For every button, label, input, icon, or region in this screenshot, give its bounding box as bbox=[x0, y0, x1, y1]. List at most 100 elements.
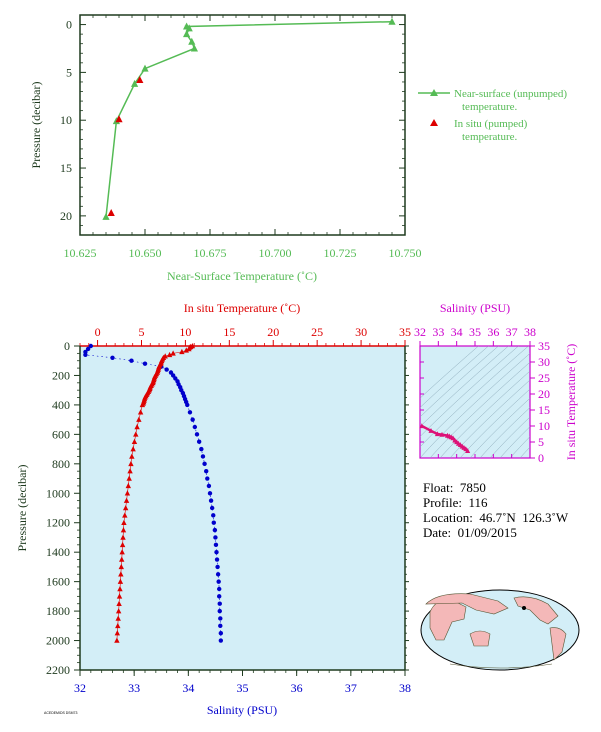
temperature-point bbox=[119, 549, 125, 555]
ts-sal-tick-label: 36 bbox=[487, 325, 499, 339]
salinity-point bbox=[206, 483, 212, 489]
density-contour bbox=[420, 346, 499, 418]
pumped-point bbox=[115, 115, 123, 123]
temperature-point bbox=[126, 475, 132, 481]
salinity-point bbox=[215, 564, 220, 570]
ts-point bbox=[465, 448, 471, 454]
date-row: Date: 01/09/2015 bbox=[423, 525, 568, 540]
temperature-point bbox=[134, 424, 140, 430]
legend-pumped-marker bbox=[430, 119, 438, 126]
salinity-point bbox=[204, 468, 209, 474]
salinity-point bbox=[209, 505, 215, 511]
temperature-point bbox=[170, 350, 176, 356]
temperature-point bbox=[114, 637, 120, 643]
salinity-point bbox=[213, 542, 219, 548]
temperature-point bbox=[120, 527, 127, 533]
ts-temp-tick-label: 25 bbox=[538, 371, 550, 385]
unpumped-point bbox=[185, 24, 193, 32]
float-label: Float: bbox=[423, 480, 454, 495]
ts-sal-tick-label: 32 bbox=[414, 325, 426, 339]
world-map bbox=[420, 589, 580, 671]
temperature-point bbox=[118, 563, 124, 570]
temperature-point bbox=[137, 409, 144, 415]
salinity-point bbox=[211, 513, 216, 518]
salinity-point bbox=[164, 367, 169, 372]
temperature-point bbox=[117, 578, 124, 584]
salinity-point bbox=[83, 352, 88, 358]
density-contour bbox=[420, 346, 489, 408]
density-contour bbox=[509, 436, 530, 458]
temperature-point bbox=[136, 416, 142, 422]
temperature-point bbox=[115, 615, 121, 621]
map-land-north-america bbox=[513, 596, 559, 625]
temp-tick-label: 20 bbox=[267, 325, 279, 339]
ts-temp-tick-label: 0 bbox=[538, 451, 544, 465]
legend-unpumped-marker bbox=[430, 89, 438, 96]
ts-point bbox=[439, 431, 445, 437]
salinity-point bbox=[207, 491, 213, 496]
ts-series bbox=[419, 423, 471, 454]
pumped-point bbox=[136, 76, 144, 84]
pres-tick-label: 800 bbox=[52, 457, 70, 471]
pres-tick-label: 1200 bbox=[46, 516, 70, 530]
pres-tick-label: 2000 bbox=[46, 634, 70, 648]
ts-temp-tick-label: 5 bbox=[538, 435, 544, 449]
ts-point bbox=[419, 423, 425, 429]
density-contour bbox=[420, 353, 530, 458]
temperature-point bbox=[186, 345, 192, 352]
temperature-point bbox=[139, 401, 146, 408]
salinity-point bbox=[208, 498, 214, 503]
pres-tick-label: 1400 bbox=[46, 545, 70, 559]
temperature-point bbox=[116, 593, 123, 599]
ts-point bbox=[434, 431, 440, 437]
ts-temp-tick-label: 20 bbox=[538, 387, 550, 401]
ts-sal-tick-label: 34 bbox=[451, 325, 463, 339]
salinity-point bbox=[202, 461, 207, 467]
profile-pressure-label: Pressure (decibar) bbox=[15, 465, 29, 552]
ts-temp-tick-label: 30 bbox=[538, 355, 550, 369]
sal-tick-label: 35 bbox=[237, 681, 249, 695]
profile-ticks: 0 5 10 15 20 25 30 35 32 33 34 35 36 37 38 0 200 400 600 80… bbox=[46, 325, 411, 695]
salinity-line bbox=[85, 345, 222, 641]
profile-row: Profile: 116 bbox=[423, 495, 568, 510]
unpumped-point bbox=[131, 79, 139, 87]
location-label: Location: bbox=[423, 510, 473, 525]
salinity-point bbox=[85, 346, 91, 352]
sal-tick-label: 32 bbox=[74, 681, 86, 695]
temperature-point bbox=[120, 534, 126, 540]
salinity-point bbox=[218, 638, 224, 643]
density-contour bbox=[479, 407, 530, 458]
temperature-point bbox=[131, 438, 138, 444]
top-xtick-label: 10.625 bbox=[64, 246, 97, 260]
ts-ticks: 32 33 34 35 36 37 38 0 5 10 15 20 25 30 35 bbox=[414, 325, 550, 465]
unpumped-point bbox=[190, 44, 198, 52]
profile-temperature-axis-label: In situ Temperature (˚C) bbox=[184, 301, 301, 315]
profile-chart: 0 5 10 15 20 25 30 35 32 33 34 35 36 37 38 0 200 400 600 80… bbox=[15, 301, 411, 717]
temp-tick-label: 30 bbox=[355, 325, 367, 339]
salinity-point bbox=[217, 608, 222, 614]
unpumped-point bbox=[388, 17, 396, 25]
salinity-point bbox=[129, 358, 134, 363]
salinity-point bbox=[142, 361, 148, 366]
profile-plot-background bbox=[80, 346, 405, 670]
salinity-point bbox=[214, 549, 219, 555]
ts-chart: 32 33 34 35 36 37 38 0 5 10 15 20 25 30 35 Salinity (P… bbox=[414, 301, 578, 465]
map-land-south-america bbox=[549, 627, 567, 661]
salinity-point bbox=[218, 616, 223, 621]
density-contour bbox=[519, 446, 530, 458]
temperature-point bbox=[130, 446, 136, 452]
salinity-point bbox=[217, 594, 222, 599]
temperature-point bbox=[124, 490, 131, 496]
near-surface-xlabel: Near-Surface Temperature (˚C) bbox=[167, 269, 317, 283]
near-surface-chart: 10.625 10.650 10.675 10.700 10.725 10.750 0 5 10… bbox=[29, 14, 567, 283]
salinity-point bbox=[218, 630, 224, 636]
salinity-point bbox=[212, 527, 218, 533]
pres-tick-label: 1000 bbox=[46, 486, 70, 500]
salinity-point bbox=[213, 535, 218, 540]
sal-tick-label: 33 bbox=[128, 681, 140, 695]
salinity-point bbox=[192, 424, 198, 430]
profile-series bbox=[83, 343, 224, 643]
salinity-point bbox=[217, 601, 222, 606]
salinity-point bbox=[88, 343, 94, 349]
map-land-antarctica bbox=[449, 663, 553, 669]
